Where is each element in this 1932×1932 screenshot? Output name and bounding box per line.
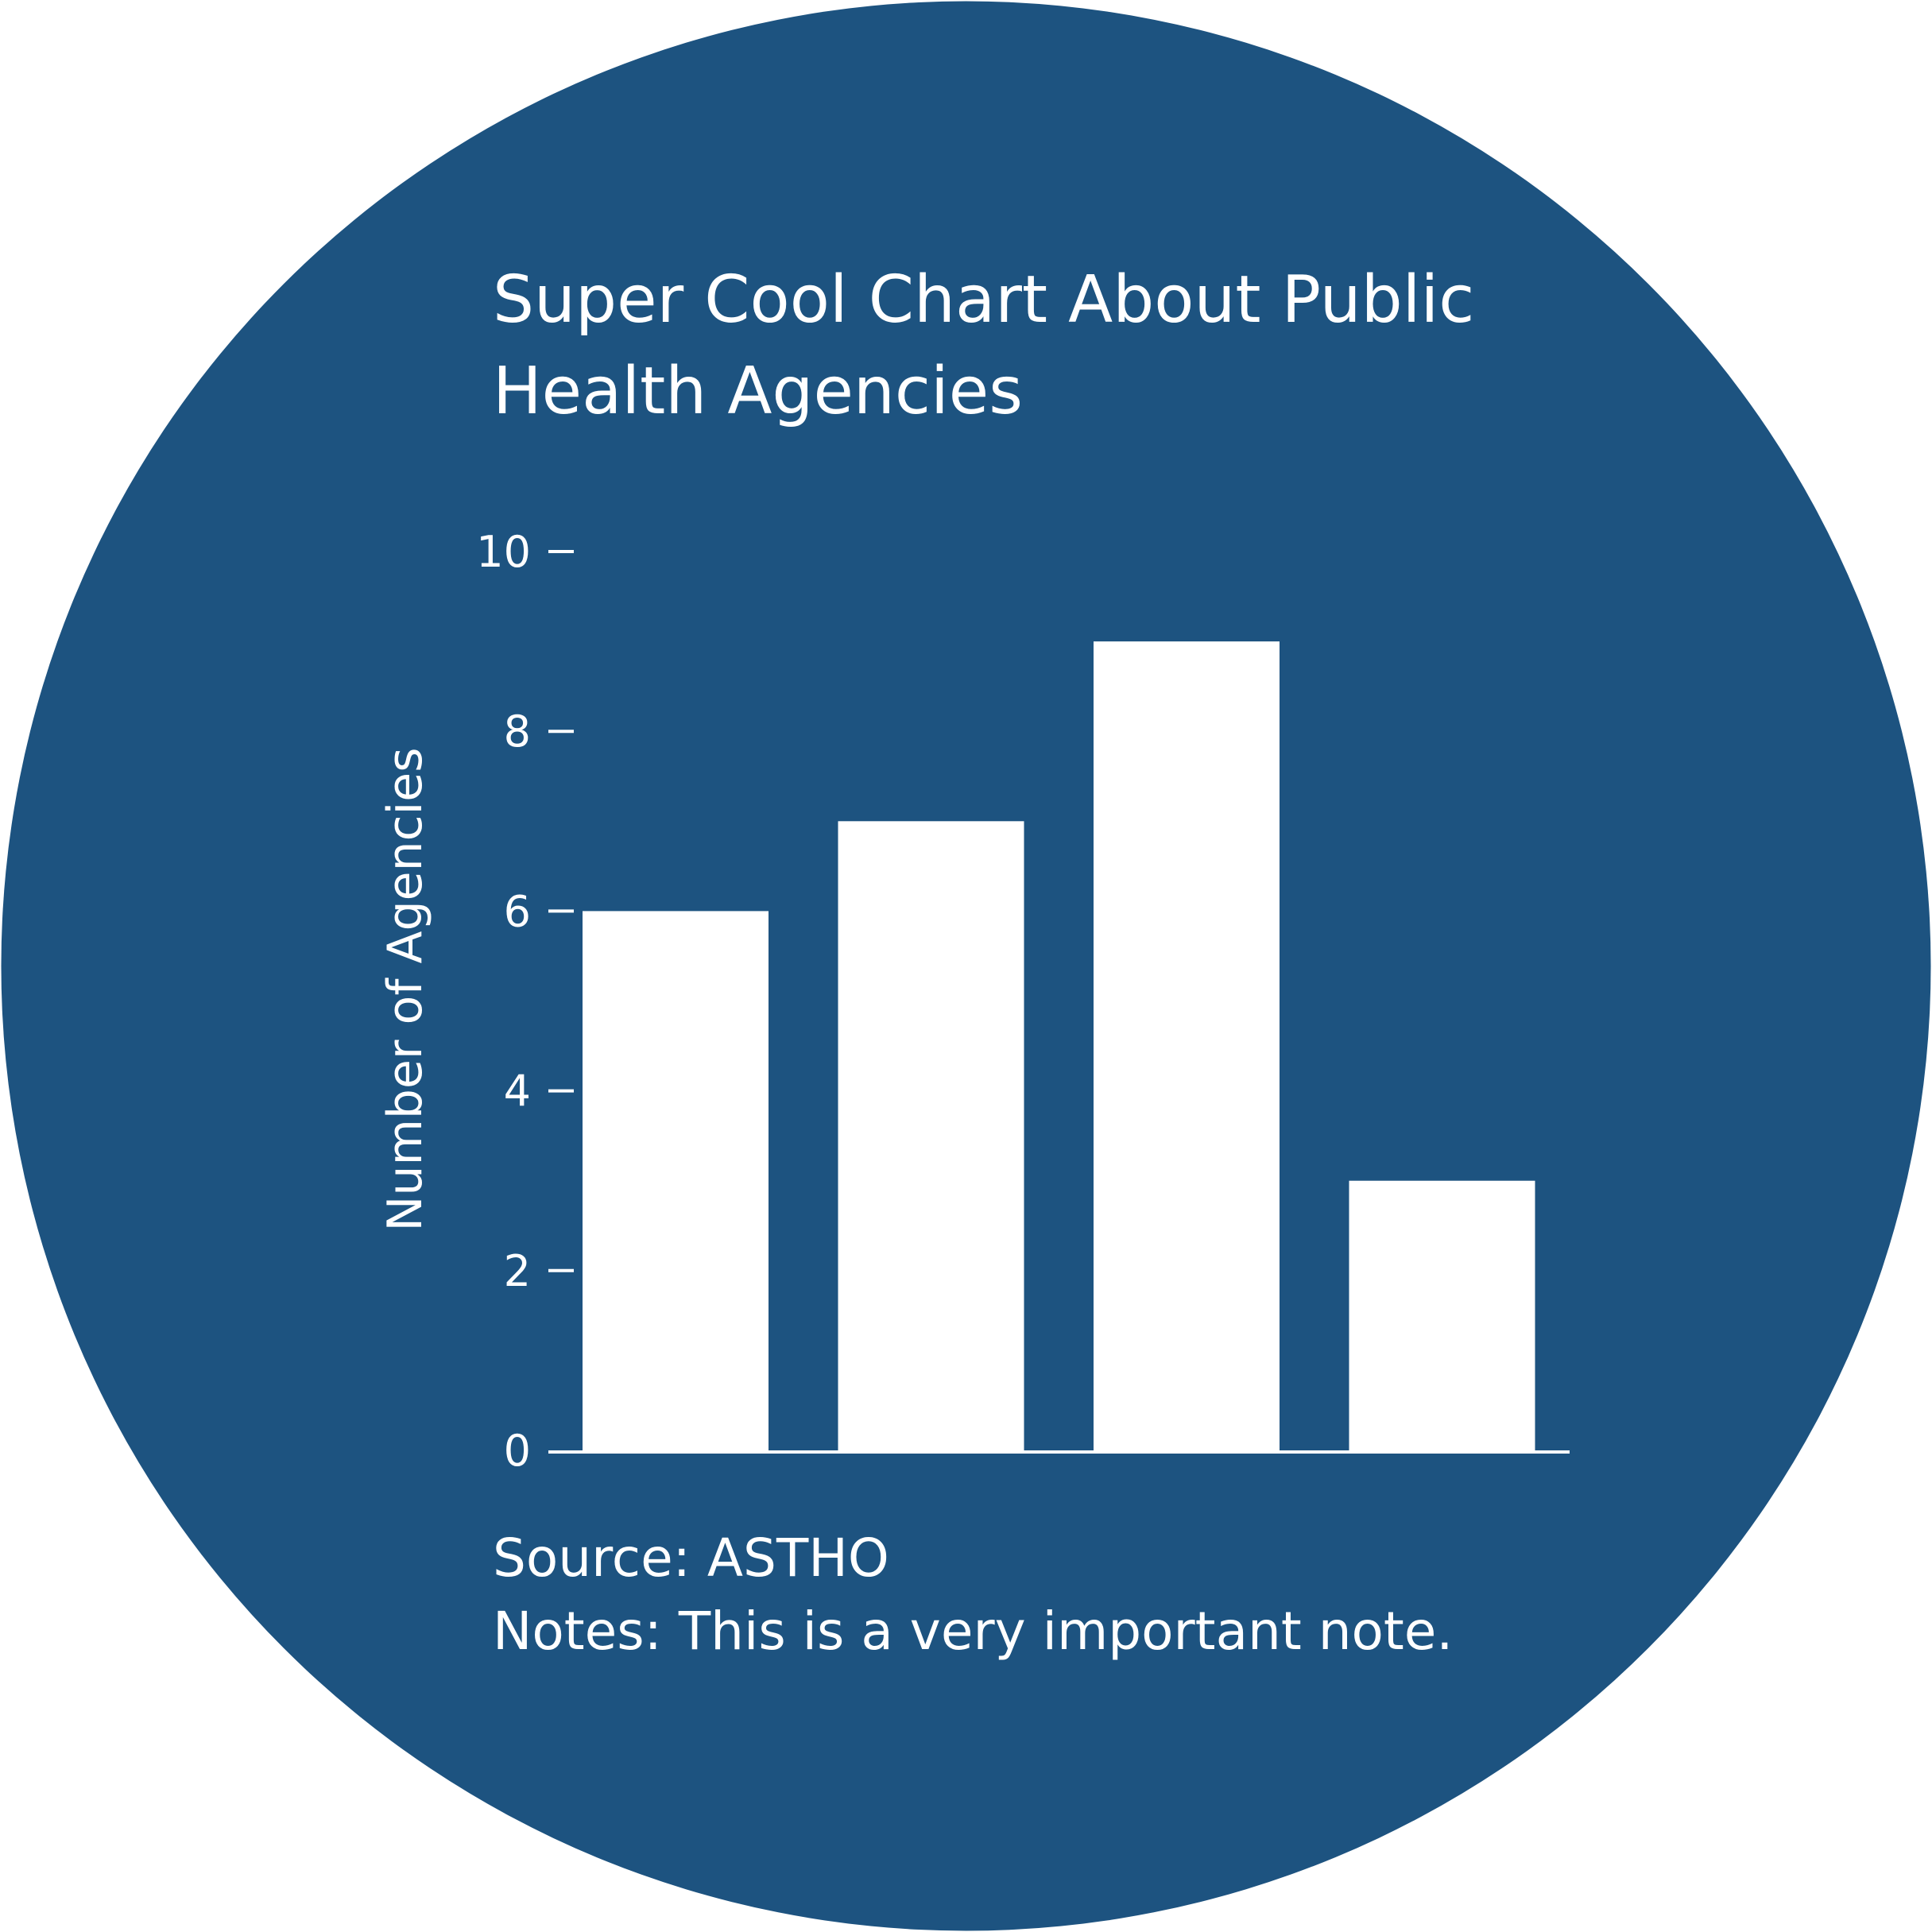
y-tick-label: 6: [504, 886, 531, 936]
plot-area: 0 2 4 6 8 10: [476, 527, 1570, 1476]
y-tick-label: 0: [504, 1426, 531, 1476]
y-tick-label: 4: [504, 1067, 531, 1117]
bar-3: [1094, 641, 1280, 1450]
y-axis-label: Number of Agencies: [377, 748, 433, 1232]
notes-text: Notes: This is a very important note.: [493, 1601, 1453, 1662]
source-text: Source: ASTHO: [493, 1527, 889, 1589]
chart-title-line-2: Health Agencies: [493, 354, 1023, 429]
y-tick-label: 10: [476, 527, 531, 577]
bar-2: [838, 821, 1024, 1450]
bar-1: [583, 911, 769, 1450]
y-tick-label: 8: [504, 707, 531, 757]
chart-title-line-1: Super Cool Chart About Public: [493, 262, 1474, 338]
bar-4: [1349, 1180, 1535, 1450]
y-tick-label: 2: [504, 1246, 531, 1296]
